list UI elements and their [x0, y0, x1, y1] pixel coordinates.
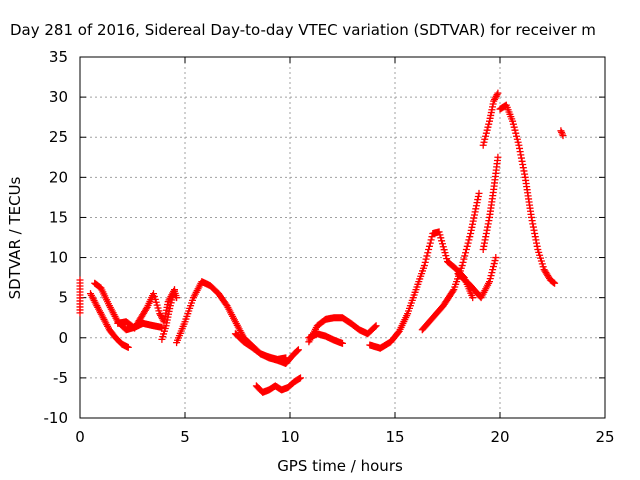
- data-point: [463, 242, 471, 250]
- data-point: [294, 346, 302, 354]
- data-point: [481, 135, 489, 143]
- data-point: [76, 309, 84, 317]
- data-point: [509, 117, 517, 125]
- data-point: [371, 323, 379, 331]
- data-point: [339, 339, 346, 347]
- data-point: [459, 258, 467, 266]
- data-point: [427, 236, 435, 244]
- data-point: [158, 323, 166, 331]
- data-point: [487, 272, 495, 280]
- y-tick-label: -5: [53, 369, 68, 387]
- data-point: [424, 249, 432, 257]
- data-point: [464, 239, 472, 247]
- x-tick-label: 0: [75, 428, 85, 446]
- data-point: [514, 138, 522, 146]
- y-axis-label: SDTVAR / TECUs: [6, 176, 24, 299]
- x-tick-label: 20: [490, 428, 509, 446]
- data-point: [173, 294, 181, 302]
- data-point: [510, 123, 518, 131]
- y-tick-label: 10: [49, 249, 68, 267]
- data-point: [491, 96, 499, 104]
- data-point: [493, 91, 501, 99]
- data-point: [124, 343, 132, 351]
- y-tick-label: 15: [49, 208, 68, 226]
- data-point: [486, 278, 493, 286]
- data-point: [485, 120, 493, 128]
- data-point: [489, 263, 497, 271]
- data-point: [513, 135, 521, 143]
- x-tick-label: 5: [180, 428, 190, 446]
- data-point: [494, 153, 502, 161]
- data-point: [558, 130, 566, 138]
- axis-ticks: 0 5 10 15 20 25 -10 -5 0 5 10 15 20 25 30 35: [44, 48, 615, 446]
- y-tick-label: 35: [49, 48, 68, 66]
- data-point: [460, 255, 468, 263]
- data-point: [469, 294, 477, 302]
- data-point: [425, 242, 433, 250]
- y-tick-label: 25: [49, 128, 68, 146]
- chart-title: Day 281 of 2016, Sidereal Day-to-day VTE…: [10, 21, 596, 39]
- data-point: [482, 132, 490, 140]
- data-point: [293, 347, 301, 355]
- data-point: [156, 310, 164, 318]
- data-point: [491, 94, 499, 102]
- data-point: [372, 322, 380, 330]
- data-point: [557, 127, 565, 135]
- data-point: [458, 262, 466, 270]
- data-point: [425, 246, 433, 254]
- data-point: [420, 262, 428, 270]
- data-points: [76, 89, 567, 396]
- data-point: [490, 97, 498, 105]
- data-point: [512, 129, 520, 137]
- data-point: [511, 126, 519, 134]
- data-point: [479, 141, 487, 149]
- data-point: [494, 89, 502, 97]
- data-point: [449, 287, 457, 295]
- data-point: [488, 269, 496, 277]
- y-tick-label: 30: [49, 88, 68, 106]
- data-point: [465, 236, 473, 244]
- data-point: [558, 128, 566, 136]
- data-point: [513, 132, 521, 140]
- data-point: [486, 275, 494, 283]
- data-point: [294, 347, 302, 355]
- data-point: [421, 258, 429, 266]
- x-tick-label: 15: [385, 428, 404, 446]
- data-point: [423, 252, 431, 260]
- data-point: [483, 126, 491, 134]
- data-point: [484, 123, 492, 131]
- data-point: [559, 132, 567, 140]
- data-point: [462, 246, 470, 254]
- data-point: [482, 129, 490, 137]
- data-point: [422, 255, 430, 263]
- data-point: [490, 260, 498, 268]
- data-point: [282, 354, 290, 362]
- x-tick-label: 25: [595, 428, 614, 446]
- data-point: [480, 138, 488, 146]
- y-tick-label: 5: [58, 289, 68, 307]
- data-point: [462, 249, 470, 257]
- plot-frame: [79, 56, 606, 419]
- data-point: [492, 92, 500, 100]
- data-point: [489, 266, 497, 274]
- y-tick-label: 20: [49, 168, 68, 186]
- data-point: [466, 233, 474, 241]
- data-point: [492, 254, 500, 262]
- data-point: [509, 120, 517, 128]
- x-axis-label: GPS time / hours: [277, 457, 403, 475]
- data-point: [551, 279, 559, 287]
- data-point: [475, 189, 483, 197]
- y-tick-label: -10: [44, 409, 69, 427]
- data-point: [461, 252, 469, 260]
- data-point: [297, 374, 304, 382]
- data-point: [157, 311, 165, 319]
- y-tick-label: 0: [58, 329, 68, 347]
- data-point: [426, 239, 434, 247]
- data-point: [491, 257, 499, 265]
- x-tick-label: 10: [280, 428, 299, 446]
